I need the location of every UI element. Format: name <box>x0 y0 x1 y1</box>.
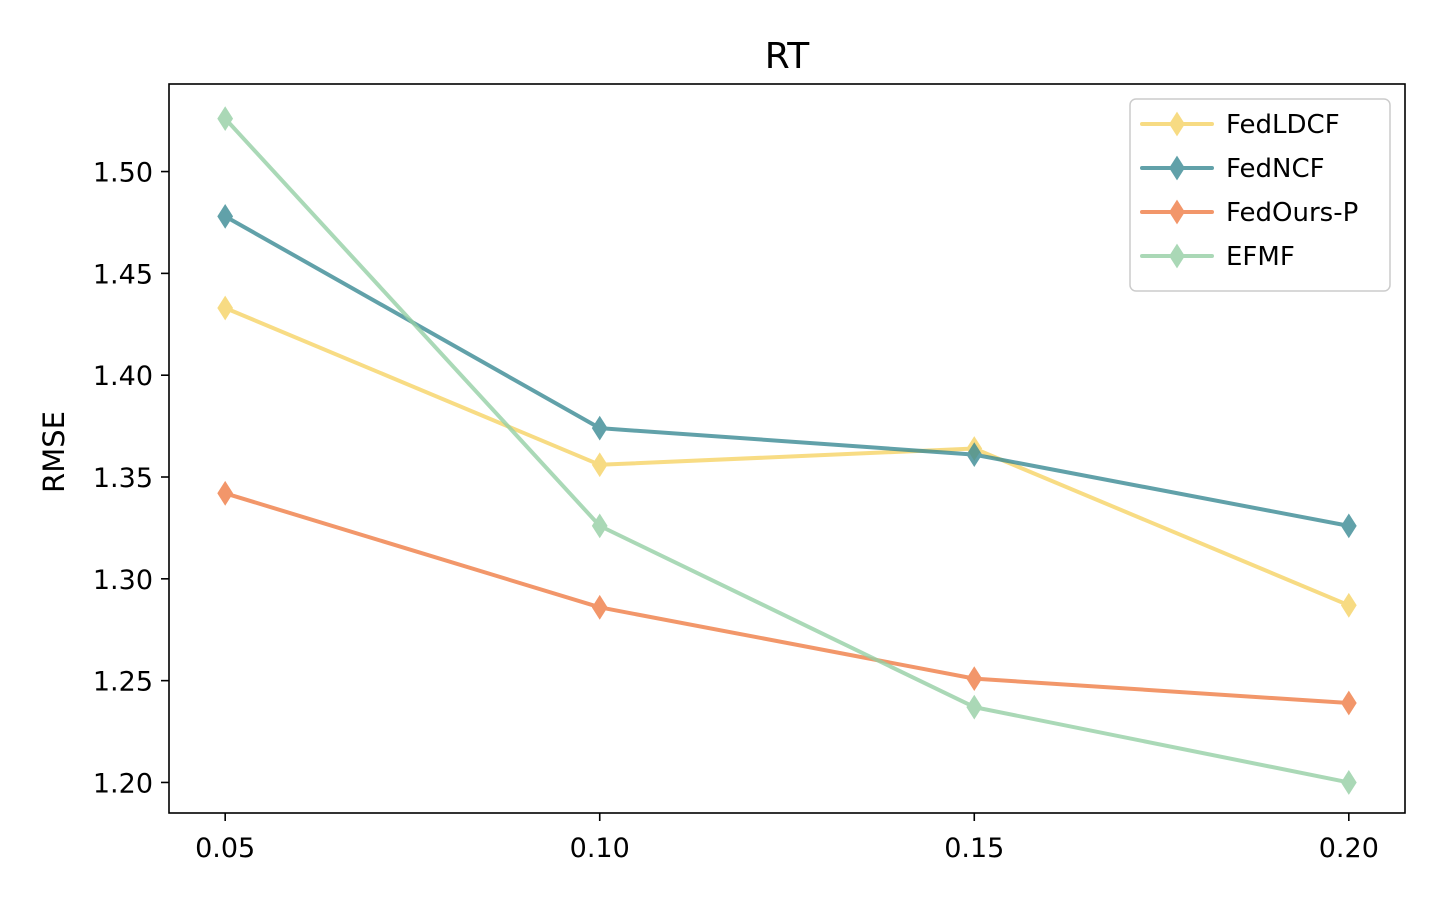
data-point <box>591 594 608 620</box>
data-point <box>591 415 608 441</box>
series-fedours-p <box>217 480 1357 716</box>
y-axis-ticks: 1.20 1.25 1.30 1.35 1.40 1.45 1.50 <box>93 158 169 799</box>
chart-title: RT <box>765 36 810 77</box>
data-point <box>591 513 608 539</box>
legend-label: FedNCF <box>1226 154 1325 184</box>
legend: FedLDCF FedNCF FedOurs-P EFMF <box>1129 98 1391 292</box>
legend-swatch <box>1140 155 1214 181</box>
plot-frame <box>168 83 1406 814</box>
y-tick-label: 1.20 <box>93 768 153 799</box>
y-tick-label: 1.50 <box>93 158 153 189</box>
x-tick-label: 0.15 <box>944 833 1004 864</box>
data-point <box>217 106 234 132</box>
data-point <box>217 480 234 506</box>
legend-swatch <box>1140 199 1214 225</box>
series-line <box>223 305 1351 608</box>
data-point <box>966 666 983 691</box>
series-line <box>223 116 1351 785</box>
data-point <box>217 203 234 229</box>
y-tick-label: 1.45 <box>93 259 153 290</box>
x-axis-ticks: 0.05 0.10 0.15 0.20 <box>195 813 1379 864</box>
series-fedldcf <box>217 295 1357 618</box>
legend-box <box>1129 98 1391 292</box>
data-point <box>217 295 234 321</box>
legend-item: FedNCF <box>1140 154 1325 184</box>
legend-label: EFMF <box>1226 242 1295 272</box>
data-point <box>966 694 983 720</box>
legend-swatch <box>1140 243 1214 269</box>
series-layer <box>217 106 1357 795</box>
data-point <box>1340 592 1357 618</box>
data-point <box>1340 770 1357 795</box>
series-efmf <box>217 106 1357 795</box>
legend-item: EFMF <box>1140 242 1295 272</box>
y-tick-label: 1.35 <box>93 463 153 494</box>
x-tick-label: 0.05 <box>195 833 255 864</box>
data-point <box>966 442 983 468</box>
data-point <box>1340 513 1357 539</box>
legend-item: FedOurs-P <box>1140 198 1358 228</box>
x-tick-label: 0.20 <box>1319 833 1379 864</box>
legend-item: FedLDCF <box>1140 110 1340 140</box>
y-tick-label: 1.30 <box>93 565 153 596</box>
y-tick-label: 1.40 <box>93 361 153 392</box>
x-tick-label: 0.10 <box>570 833 630 864</box>
legend-label: FedLDCF <box>1226 110 1340 140</box>
y-axis-label: RMSE <box>37 411 71 493</box>
series-line <box>223 491 1351 706</box>
data-point <box>1340 690 1357 716</box>
y-tick-label: 1.25 <box>93 667 153 698</box>
legend-swatch <box>1140 111 1214 137</box>
data-point <box>591 452 608 478</box>
legend-label: FedOurs-P <box>1226 198 1358 228</box>
